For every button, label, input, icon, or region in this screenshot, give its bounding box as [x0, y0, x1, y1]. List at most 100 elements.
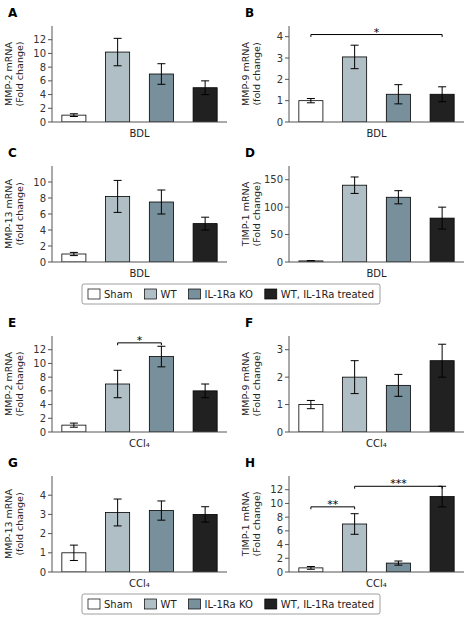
error-cap [201, 506, 209, 507]
bars [62, 38, 217, 122]
y-axis-label: MMP-2 mRNA(Fold change) [3, 41, 25, 106]
error-cap [307, 260, 315, 261]
y-axis-label: MMP-2 mRNA(Fold change) [3, 351, 25, 416]
error-cap [114, 65, 122, 66]
error-bar [307, 99, 315, 103]
x-axis [289, 122, 464, 123]
legend-label: WT, IL-1Ra treated [281, 599, 374, 610]
error-stem [442, 87, 443, 102]
error-cap [201, 230, 209, 231]
legend-label: Sham [104, 289, 133, 300]
error-cap [438, 506, 446, 507]
error-cap [157, 346, 165, 347]
panel-label: G [8, 456, 18, 470]
y-tick-label: 8 [40, 62, 46, 73]
y-tick-label: 0 [277, 117, 283, 128]
legend-label: IL-1Ra KO [205, 599, 253, 610]
error-stem [161, 501, 162, 520]
error-cap [394, 203, 402, 204]
y-tick [48, 182, 52, 183]
y-tick [48, 53, 52, 54]
error-bar [307, 567, 315, 570]
panel-label: A [8, 6, 18, 20]
y-axis [289, 166, 290, 262]
error-bar [394, 191, 402, 204]
y-tick-label: 0 [40, 117, 46, 128]
error-cap [157, 366, 165, 367]
y-tick [285, 432, 289, 433]
error-cap [70, 113, 78, 114]
error-stem [117, 370, 118, 397]
y-tick-label: 6 [40, 209, 46, 220]
bar [62, 254, 86, 262]
error-cap [114, 212, 122, 213]
x-axis [52, 262, 227, 263]
y-tick-label: 0 [277, 257, 283, 268]
bar [149, 357, 173, 432]
y-tick-label: 4 [40, 89, 46, 100]
error-stem [442, 344, 443, 377]
error-stem [310, 400, 311, 408]
error-cap [351, 176, 359, 177]
y-tick-label: 8 [40, 372, 46, 383]
y-tick [285, 58, 289, 59]
error-bar [201, 507, 209, 522]
error-bar [351, 177, 359, 193]
error-cap [70, 545, 78, 546]
legend-swatch [265, 599, 277, 609]
y-tick-label: 10 [33, 358, 46, 369]
error-stem [205, 81, 206, 95]
bar [299, 101, 323, 122]
panel-label: C [8, 146, 17, 160]
error-bar [201, 384, 209, 398]
y-tick [48, 67, 52, 68]
y-tick [285, 544, 289, 545]
y-tick [285, 207, 289, 208]
legend-swatch [145, 599, 157, 609]
y-tick [48, 108, 52, 109]
panel: E024681012*CCl₄MMP-2 mRNA(Fold change) [3, 316, 228, 449]
bar [386, 197, 410, 262]
bar [343, 185, 367, 262]
legend-label: Sham [104, 599, 133, 610]
panel: C0246810BDLMMP-13 mRNA(fold change) [3, 146, 228, 279]
y-axis [289, 336, 290, 432]
error-cap [351, 68, 359, 69]
bar [193, 514, 217, 572]
y-axis-label: TIMP-1 mRNA(Fold change) [240, 181, 262, 247]
error-bar [70, 252, 78, 255]
x-axis [52, 572, 227, 573]
y-tick-label: 1 [277, 399, 283, 410]
panel-label: D [245, 146, 255, 160]
error-cap [157, 190, 165, 191]
y-tick [48, 230, 52, 231]
error-stem [117, 499, 118, 526]
y-axis-label-line: (fold change) [14, 492, 25, 555]
error-cap [307, 102, 315, 103]
y-tick [48, 432, 52, 433]
y-tick-label: 1 [277, 95, 283, 106]
error-cap [114, 525, 122, 526]
y-axis-label-line: MMP-13 mRNA [3, 489, 14, 559]
error-bar [114, 180, 122, 212]
y-axis-label-line: (Fold change) [251, 181, 262, 246]
y-tick-label: 3 [40, 509, 46, 520]
y-axis-label: MMP-13 mRNA(fold change) [3, 489, 25, 559]
y-tick [48, 214, 52, 215]
y-tick-label: 4 [40, 399, 46, 410]
error-stem [442, 207, 443, 229]
y-tick [48, 572, 52, 573]
significance-label: * [374, 26, 380, 39]
error-stem [73, 423, 74, 427]
y-tick-label: 1 [40, 547, 46, 558]
y-tick [48, 349, 52, 350]
legend-frame [82, 284, 380, 304]
panel-label: B [245, 6, 254, 20]
error-cap [114, 38, 122, 39]
error-stem [398, 191, 399, 204]
y-axis-label-line: MMP-9 mRNA [240, 42, 251, 106]
error-cap [157, 214, 165, 215]
legend-swatch [145, 289, 157, 299]
x-axis [289, 572, 464, 573]
panel: F0123CCl₄MMP-9 mRNA(Fold change) [240, 316, 465, 449]
